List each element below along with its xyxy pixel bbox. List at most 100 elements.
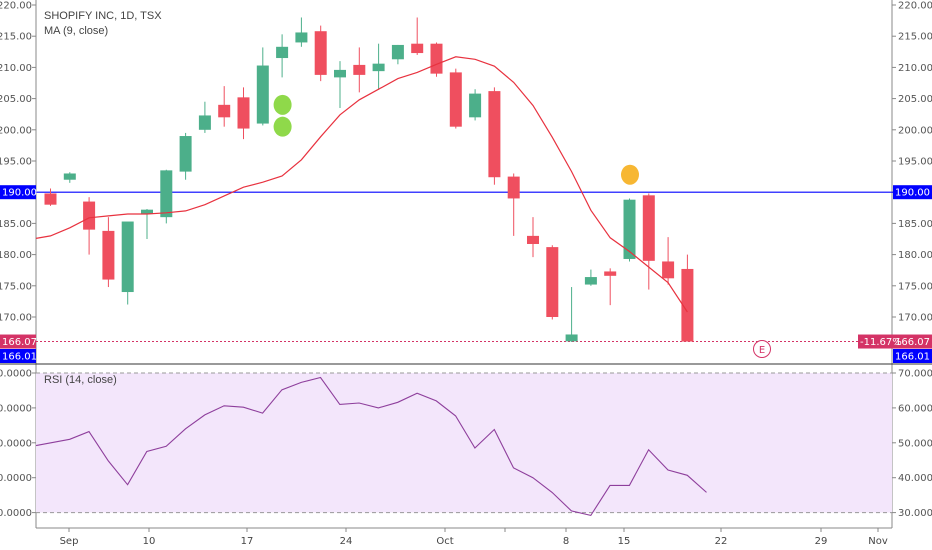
price-tick-label-right: 215.00 [898,32,932,43]
rsi-tick-label-right: 40.0000 [898,473,932,484]
time-tick-label: 29 [815,536,828,547]
rsi-legend: RSI (14, close) [44,374,117,386]
rsi-tick-label-left: 40.0000 [0,473,32,484]
price-tick-label-right: 175.00 [898,281,932,292]
candle-up [391,44,404,60]
candle-down [237,97,250,129]
candle-down [642,195,655,261]
time-tick-label: 10 [143,536,156,547]
candle-up [295,32,308,43]
price-tick-label-right: 170.00 [898,313,932,324]
candle-up [372,63,385,72]
rsi-tick-label-left: 60.0000 [0,403,32,414]
price-tag-low-right: 166.01 [895,352,930,363]
price-tick-label-right: 195.00 [898,157,932,168]
rsi-tick-label-right: 30.0000 [898,508,932,519]
price-tag-low-left: 166.01 [2,352,37,363]
candle-up [141,209,153,215]
price-tag-190-left-bg [0,185,36,200]
price-tag-low-left-bg [0,349,36,363]
candle-up [63,173,76,180]
candle-down [314,31,327,75]
rsi-tick-label-left: 30.0000 [0,508,32,519]
candle-up [334,69,346,78]
rsi-tick-label-right: 70.0000 [898,369,932,380]
change-percent-tag: -11.67% [860,337,902,348]
candle-down [662,261,675,279]
price-tag-last-left: 166.07 [2,337,37,348]
price-tag-190-left: 190.00 [2,188,37,199]
rsi-tick-label-right: 50.0000 [898,438,932,449]
candle-down [604,271,617,276]
price-tick-label-left: 185.00 [0,219,32,230]
candle-down [411,43,424,54]
candle-down [507,176,520,199]
candle-up [584,277,597,285]
symbol-legend: SHOPIFY INC, 1D, TSX [44,10,162,22]
candle-up [565,334,578,342]
price-tag-last-right: 166.07 [895,337,930,348]
candle-up [160,170,173,218]
price-tick-label-right: 205.00 [898,94,932,105]
time-tick-label: 8 [563,536,569,547]
candle-down [488,91,501,178]
event-marker [753,340,771,358]
candle-down [430,43,443,74]
price-tick-label-right: 180.00 [898,250,932,261]
green-circle-marker [273,116,292,137]
price-tick-label-left: 210.00 [0,63,32,74]
candle-down [546,247,559,317]
change-percent-tag-bg [858,334,893,349]
candle-down [83,201,96,230]
price-tick-label-left: 175.00 [0,281,32,292]
price-tag-last-right-bg [893,334,932,349]
price-tag-190-right-bg [893,185,932,200]
candle-up [179,136,192,172]
candle-down [681,268,694,342]
time-tick-label: Nov [868,536,888,547]
time-tick-label: 17 [241,536,254,547]
candle-up [469,93,482,118]
candle-up [623,199,636,259]
price-tag-190-right: 190.00 [895,188,930,199]
rsi-tick-label-left: 70.0000 [0,369,32,380]
time-tick-label: Oct [436,536,453,547]
candle-up [198,115,211,130]
rsi-tick-label-right: 60.0000 [898,403,932,414]
price-tick-label-left: 170.00 [0,313,32,324]
candle-up [276,46,289,59]
ma-legend: MA (9, close) [44,25,109,37]
time-tick-label: 22 [715,536,728,547]
time-tick-label: 24 [340,536,353,547]
price-tick-label-left: 200.00 [0,125,32,136]
candle-down [527,235,539,244]
time-tick-label: 15 [618,536,631,547]
rsi-tick-label-left: 50.0000 [0,438,32,449]
rsi-line [35,376,707,517]
price-tick-label-right: 200.00 [898,125,932,136]
price-tag-low-right-bg [893,349,932,363]
candle-down [44,193,57,205]
price-tick-label-left: 215.00 [0,32,32,43]
price-tick-label-left: 195.00 [0,157,32,168]
candle-up [256,65,269,124]
price-tick-label-left: 180.00 [0,250,32,261]
price-tick-label-right: 210.00 [898,63,932,74]
ma-line [35,56,688,313]
event-marker-label: E [759,345,765,356]
price-tick-label-right: 185.00 [898,219,932,230]
candle-down [102,230,115,280]
price-tag-last-left-bg [0,334,36,349]
rsi-band [36,373,892,513]
orange-circle-marker [621,164,639,185]
price-tick-label-left: 205.00 [0,94,32,105]
price-tick-label-left: 220.00 [0,1,32,12]
price-tick-label-right: 220.00 [898,1,932,12]
time-tick-label: Sep [60,536,79,547]
candle-down [353,64,366,75]
candle-down [449,72,462,127]
candle-down [218,104,231,118]
candle-up [121,221,134,293]
